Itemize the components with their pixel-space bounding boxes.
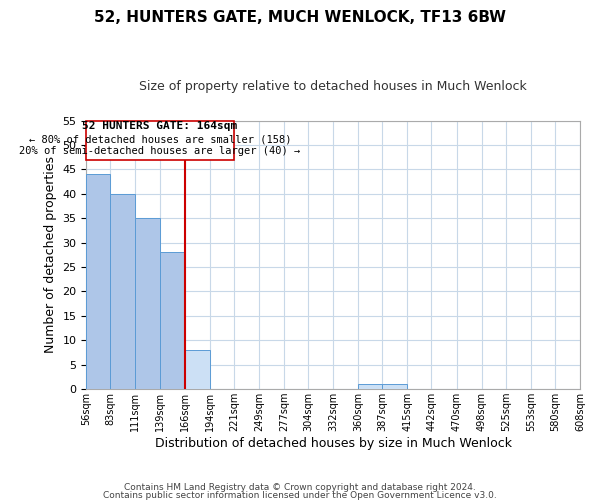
Bar	[185, 350, 209, 389]
Bar	[86, 174, 110, 389]
X-axis label: Distribution of detached houses by size in Much Wenlock: Distribution of detached houses by size …	[155, 437, 512, 450]
Y-axis label: Number of detached properties: Number of detached properties	[44, 156, 57, 354]
Bar	[110, 194, 136, 389]
Bar	[358, 384, 382, 389]
Text: 52, HUNTERS GATE, MUCH WENLOCK, TF13 6BW: 52, HUNTERS GATE, MUCH WENLOCK, TF13 6BW	[94, 10, 506, 25]
Bar	[382, 384, 407, 389]
Text: ← 80% of detached houses are smaller (158): ← 80% of detached houses are smaller (15…	[29, 134, 291, 144]
Title: Size of property relative to detached houses in Much Wenlock: Size of property relative to detached ho…	[139, 80, 527, 93]
Text: 20% of semi-detached houses are larger (40) →: 20% of semi-detached houses are larger (…	[19, 146, 301, 156]
Bar	[136, 218, 160, 389]
Bar	[160, 252, 185, 389]
Bar	[86, 120, 234, 160]
Text: Contains public sector information licensed under the Open Government Licence v3: Contains public sector information licen…	[103, 490, 497, 500]
Text: 52 HUNTERS GATE: 164sqm: 52 HUNTERS GATE: 164sqm	[82, 122, 238, 132]
Text: Contains HM Land Registry data © Crown copyright and database right 2024.: Contains HM Land Registry data © Crown c…	[124, 484, 476, 492]
